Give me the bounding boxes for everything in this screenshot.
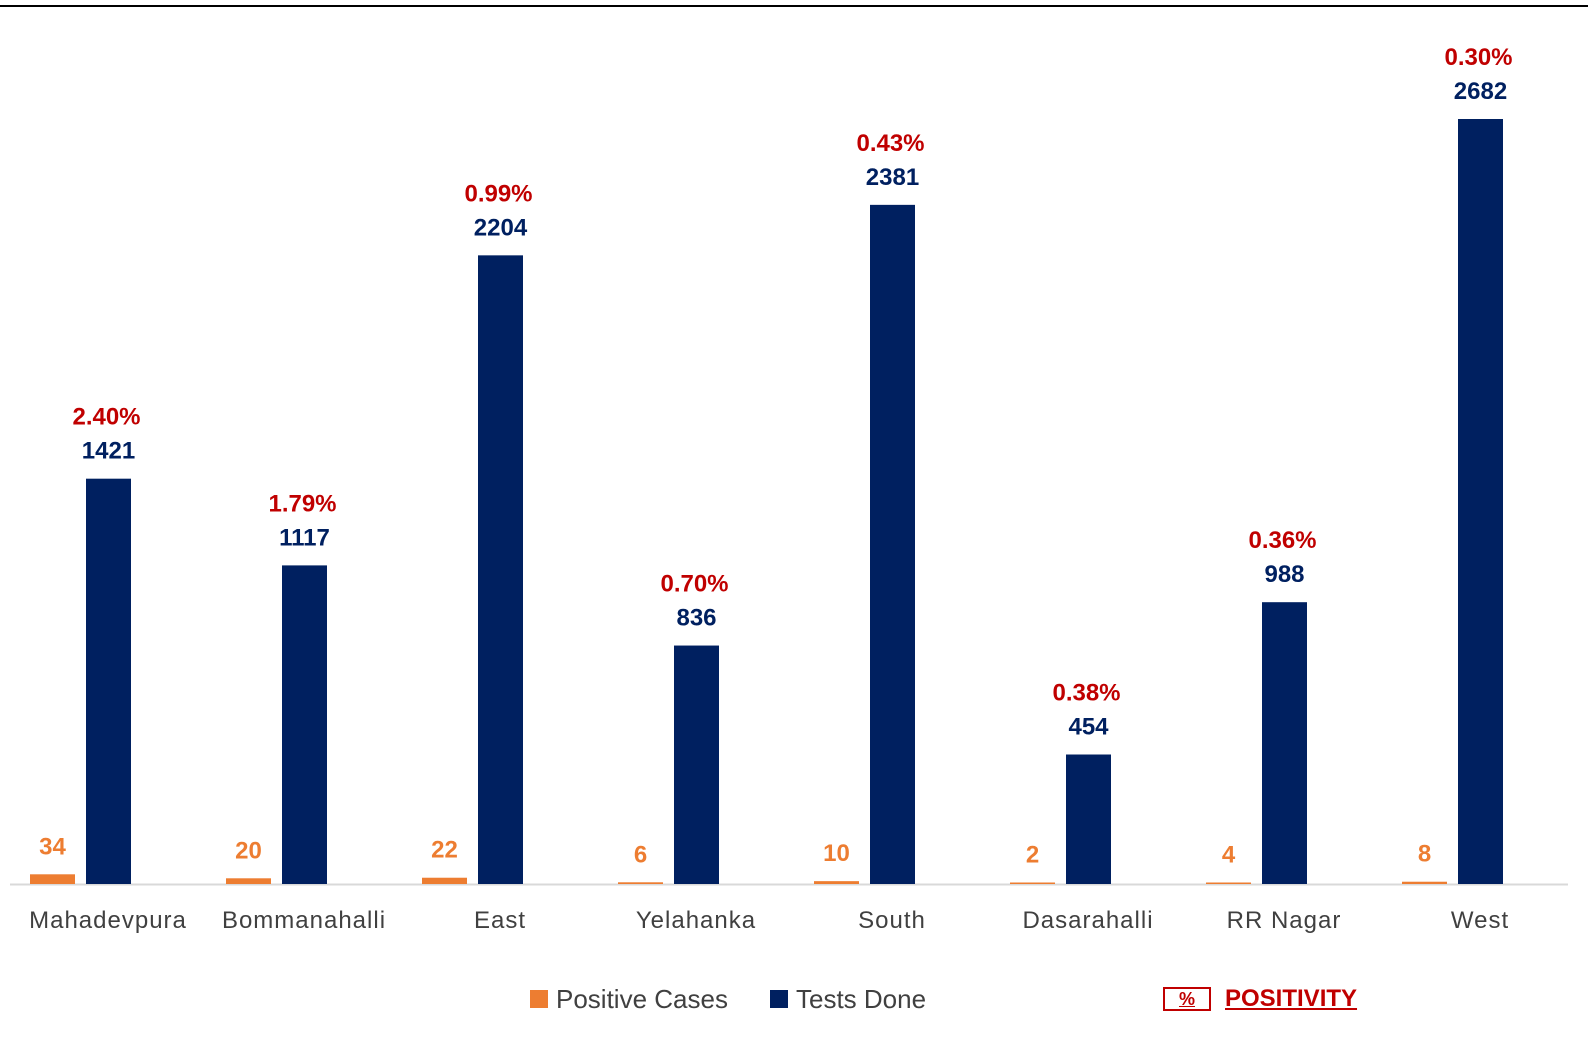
data-label-positivity-east: 0.99% bbox=[464, 180, 532, 207]
x-tick-label-east: East bbox=[474, 907, 526, 934]
data-label-tests-yelahanka: 836 bbox=[676, 605, 716, 632]
legend-swatch-tests-done bbox=[770, 990, 788, 1008]
bar-tests-yelahanka bbox=[674, 645, 719, 884]
legend: Positive Cases Tests Done % POSITIVITY bbox=[0, 982, 1588, 1016]
x-tick-label-bommanahalli: Bommanahalli bbox=[222, 907, 386, 934]
bar-positive-bommanahalli bbox=[226, 878, 271, 884]
x-tick-label-south: South bbox=[858, 907, 926, 934]
bar-tests-dasarahalli bbox=[1066, 754, 1111, 884]
bar-positive-mahadevpura bbox=[30, 874, 75, 884]
legend-item-positivity[interactable]: % POSITIVITY bbox=[1163, 982, 1357, 1016]
x-tick-label-rr-nagar: RR Nagar bbox=[1227, 907, 1342, 934]
legend-swatch-positive-cases bbox=[530, 990, 548, 1008]
data-label-tests-dasarahalli: 454 bbox=[1068, 714, 1109, 741]
bar-tests-east bbox=[478, 255, 523, 884]
bar-positive-dasarahalli bbox=[1010, 882, 1055, 884]
data-label-tests-west: 2682 bbox=[1454, 78, 1507, 105]
legend-label-positive-cases: Positive Cases bbox=[556, 983, 728, 1014]
x-tick-label-yelahanka: Yelahanka bbox=[636, 907, 756, 934]
data-label-tests-east: 2204 bbox=[474, 214, 528, 241]
data-label-positivity-bommanahalli: 1.79% bbox=[268, 490, 336, 517]
x-tick-label-west: West bbox=[1451, 907, 1509, 934]
bar-tests-west bbox=[1458, 119, 1503, 884]
bar-positive-south bbox=[814, 881, 859, 884]
legend-item-tests-done[interactable]: Tests Done bbox=[770, 982, 926, 1016]
bar-tests-south bbox=[870, 204, 915, 884]
data-label-tests-south: 2381 bbox=[866, 164, 919, 191]
x-tick-label-dasarahalli: Dasarahalli bbox=[1022, 907, 1153, 934]
data-label-positivity-west: 0.30% bbox=[1444, 44, 1512, 71]
data-label-positivity-dasarahalli: 0.38% bbox=[1052, 680, 1120, 707]
data-label-positive-west: 8 bbox=[1418, 841, 1431, 868]
bar-tests-bommanahalli bbox=[282, 565, 327, 884]
x-tick-label-mahadevpura: Mahadevpura bbox=[29, 907, 187, 934]
data-label-positive-yelahanka: 6 bbox=[634, 841, 647, 868]
legend-item-positive-cases[interactable]: Positive Cases bbox=[530, 982, 728, 1016]
data-label-positive-bommanahalli: 20 bbox=[235, 837, 262, 864]
data-label-positivity-rr-nagar: 0.36% bbox=[1248, 527, 1316, 554]
positivity-percent-box: % bbox=[1163, 987, 1211, 1011]
bar-tests-rr-nagar bbox=[1262, 602, 1307, 884]
data-label-positivity-south: 0.43% bbox=[856, 130, 924, 157]
data-label-positive-south: 10 bbox=[823, 840, 850, 867]
bar-positive-west bbox=[1402, 881, 1447, 884]
data-label-positive-mahadevpura: 34 bbox=[39, 833, 66, 860]
bar-positive-east bbox=[422, 877, 467, 884]
data-label-positivity-yelahanka: 0.70% bbox=[660, 571, 728, 598]
data-label-tests-bommanahalli: 1117 bbox=[279, 524, 330, 551]
data-label-positivity-mahadevpura: 2.40% bbox=[72, 404, 140, 431]
bar-tests-mahadevpura bbox=[86, 478, 131, 884]
data-label-positive-rr-nagar: 4 bbox=[1222, 842, 1236, 869]
legend-label-tests-done: Tests Done bbox=[796, 983, 927, 1014]
bar-positive-rr-nagar bbox=[1206, 882, 1251, 884]
data-label-tests-mahadevpura: 1421 bbox=[82, 438, 135, 465]
bar-chart: 34 1421 2.40% Mahadevpura 20 1117 1.79% Bommana… bbox=[10, 44, 1568, 934]
legend-label-positivity: POSITIVITY bbox=[1225, 985, 1358, 1012]
bar-positive-yelahanka bbox=[618, 882, 663, 884]
top-border-line bbox=[0, 5, 1588, 7]
data-label-positive-east: 22 bbox=[431, 837, 458, 864]
data-label-tests-rr-nagar: 988 bbox=[1264, 561, 1304, 588]
data-label-positive-dasarahalli: 2 bbox=[1026, 842, 1039, 869]
